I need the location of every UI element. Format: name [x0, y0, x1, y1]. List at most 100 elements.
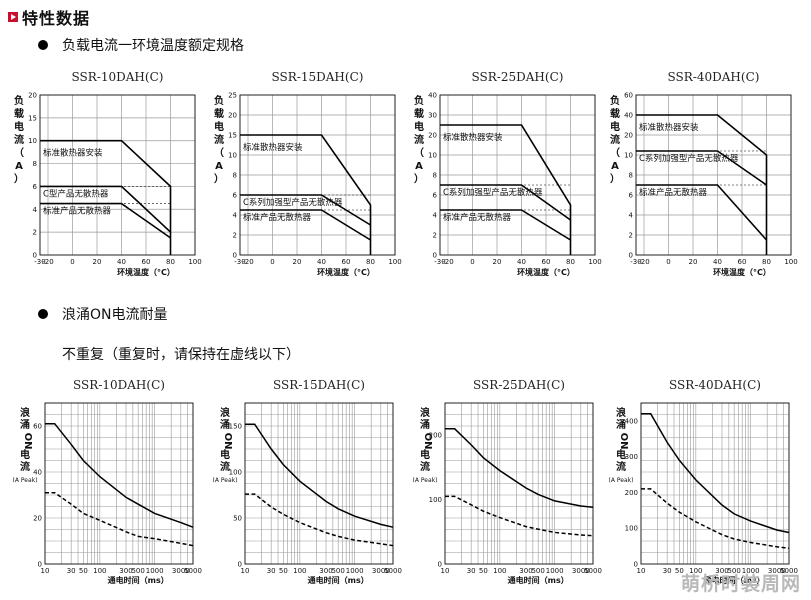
series-annotation: 标准产品无散热器 [243, 212, 312, 223]
x-tick-label: 500 [727, 567, 740, 575]
derating-chart-svg: SSR-15DAH(C) -30-20 0 20 40 60 80 100 0 2 4 6 8 10 15 2… [214, 70, 402, 277]
x-tick-label: 100 [493, 567, 506, 575]
y-tick-label: 20 [624, 132, 633, 140]
bullet-item-derating: 负载电流一环境温度额定规格 [38, 35, 244, 55]
y-tick-label: 2 [629, 232, 633, 240]
y-axis-label-run: ON [222, 433, 233, 450]
y-tick-label: 10 [28, 137, 37, 145]
page-title: 特性数据 [22, 9, 91, 28]
y-axis-label-char: 电 [420, 448, 430, 461]
x-tick-label: 80 [166, 258, 175, 266]
x-axis-label: 环境温度（°C） [517, 267, 575, 277]
x-tick-label: 100 [188, 258, 201, 266]
x-tick-label: 60 [142, 258, 151, 266]
x-tick-label: 1000 [742, 567, 760, 575]
x-axis-label: 环境温度（°C） [317, 267, 375, 277]
chart-title: SSR-40DAH(C) [668, 70, 760, 84]
y-axis-unit: (A Peak) [413, 477, 438, 484]
x-tick-label: 3000 [768, 567, 786, 575]
chart-title: SSR-25DAH(C) [472, 70, 564, 84]
series-line [440, 124, 572, 255]
chart-title: SSR-40DAH(C) [669, 378, 761, 392]
series-line [40, 139, 172, 255]
x-tick-label: 1000 [546, 567, 564, 575]
series-line-solid [245, 423, 394, 528]
y-tick-label: 15 [228, 132, 237, 140]
y-tick-label: 300 [625, 453, 638, 461]
x-tick-label: -20 [442, 258, 453, 266]
series-annotation: 标准产品无散热器 [43, 206, 112, 217]
chart-title: SSR-15DAH(C) [272, 70, 364, 84]
y-tick-label: 2 [33, 229, 37, 237]
y-tick-label: 40 [624, 112, 633, 120]
series-line-dashed [45, 491, 194, 547]
y-axis-label-char: 流 [14, 133, 24, 146]
y-tick-label: 4 [233, 212, 238, 220]
x-tick-label: 0 [270, 258, 274, 266]
y-tick-label: 6 [629, 192, 634, 200]
y-axis-label-char: 电 [214, 120, 224, 133]
y-axis-label-char: 电 [616, 448, 626, 461]
y-tick-label: 10 [624, 152, 633, 160]
plot-frame [439, 94, 596, 256]
x-tick-label: 1000 [146, 567, 164, 575]
y-tick-label: 50 [233, 515, 242, 523]
x-tick-label: 80 [762, 258, 771, 266]
series-line-solid [45, 422, 194, 528]
y-axis-unit: (A Peak) [13, 477, 38, 484]
x-tick-label: 40 [317, 258, 326, 266]
x-tick-label: 0 [70, 258, 74, 266]
plot-frame [44, 402, 194, 565]
y-tick-label: 100 [229, 469, 242, 477]
x-tick-label: 40 [517, 258, 526, 266]
series-line [40, 202, 171, 239]
series-annotation: 标准产品无散热器 [639, 187, 708, 198]
y-tick-label: 400 [625, 417, 638, 425]
series-annotation: C系列加强型产品无散热器 [639, 153, 739, 164]
plot-frame [635, 94, 792, 256]
x-tick-label: 300 [119, 567, 132, 575]
series-annotation: C型产品无散热器 [43, 188, 109, 199]
y-tick-label: 60 [624, 92, 633, 100]
surge-note: 不重复（重复时，请保持在虚线以下） [62, 347, 300, 363]
x-tick-label: 10 [637, 567, 646, 575]
x-tick-label: 40 [713, 258, 722, 266]
y-tick-label: 200 [625, 489, 638, 497]
y-axis-label-char: 流 [420, 460, 430, 473]
y-tick-label: 20 [228, 112, 237, 120]
series-annotation: C系列加强型产品无散热器 [243, 197, 343, 208]
series-line-dashed [445, 495, 594, 537]
x-tick-label: 100 [784, 258, 797, 266]
y-axis-label-char: 电 [20, 448, 30, 461]
y-tick-label: 0 [634, 561, 638, 569]
y-axis-label-char: A [15, 161, 23, 172]
y-axis-label-char: 涌 [220, 418, 230, 431]
x-tick-label: 5000 [780, 567, 798, 575]
y-tick-label: 150 [229, 423, 242, 431]
y-tick-label: 8 [233, 172, 237, 180]
chart-title: SSR-10DAH(C) [73, 378, 165, 392]
y-axis-label-char: ） [414, 172, 424, 185]
bullet-dot-icon [38, 40, 48, 50]
series-annotation: 标准产品无散热器 [443, 212, 512, 223]
y-axis-label-char: 负 [610, 94, 620, 107]
y-tick-label: 0 [433, 252, 437, 260]
y-axis-label-char: A [415, 161, 423, 172]
y-tick-label: 20 [33, 515, 42, 523]
series-line [636, 114, 768, 255]
x-axis-label: 通电时间（ms） [108, 575, 169, 585]
x-tick-label: 60 [342, 258, 351, 266]
x-tick-label: 10 [441, 567, 450, 575]
y-axis-label-run: ON [422, 433, 433, 450]
y-tick-label: 0 [38, 561, 42, 569]
y-axis-label-char: 流 [414, 133, 424, 146]
y-axis-label-char: 涌 [616, 418, 626, 431]
series-line [440, 209, 571, 241]
x-axis-label: 环境温度（°C） [117, 267, 175, 277]
plot-frame [244, 402, 394, 565]
x-tick-label: 5000 [184, 567, 202, 575]
x-tick-label: 40 [117, 258, 126, 266]
